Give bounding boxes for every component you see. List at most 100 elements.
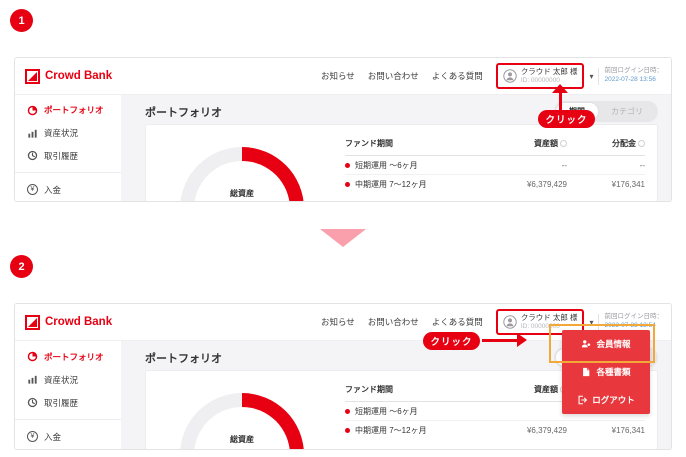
assets-chart-icon [28,129,37,138]
sidebar-divider [15,172,121,174]
asset-value: ¥6,379,429 [526,426,567,435]
step-divider-arrow-icon [320,229,366,247]
deposit-yen-icon: ¥ [27,184,38,196]
app-header: Crowd Bank お知らせ お問い合わせ よくある質問 クラウド 太郎 様 … [15,58,671,95]
header-nav: お知らせ お問い合わせ よくある質問 [321,70,483,82]
sidebar-item-label: 入金 [44,184,62,195]
fund-table: ファンド期間 資産額 分配金 短期運用 ～6ヶ月 -- -- 中期運用 7～12… [345,138,645,194]
sidebar-item-assets[interactable]: 資産状況 [15,368,121,391]
logout-icon [578,395,588,405]
sidebar-divider [15,419,121,420]
user-dropdown-menu: 会員情報 各種書類 ログアウト [562,330,650,414]
info-icon[interactable] [560,140,567,147]
fund-period: 中期運用 7～12ヶ月 [355,180,427,189]
sidebar-item-history[interactable]: 取引履歴 [15,145,121,168]
sidebar-item-label: 取引履歴 [44,150,79,161]
last-login-label: 前回ログイン日時： [604,313,664,321]
header-nav: お知らせ お問い合わせ よくある質問 [321,316,483,328]
table-row: 中期運用 7～12ヶ月 ¥6,379,429 ¥176,341 [345,421,645,440]
nav-faq[interactable]: よくある質問 [431,71,483,81]
col-fund-period: ファンド期間 [345,385,393,394]
sidebar-item-label: 資産状況 [44,374,79,385]
click-arrow-up-icon [552,84,568,93]
bullet-icon [345,162,350,168]
sidebar-item-label: ポートフォリオ [44,351,104,362]
sidebar-item-deposit[interactable]: ¥ 入金 [15,425,121,448]
sidebar-item-label: 入金 [44,431,62,442]
user-id: ID: 00000000 [520,322,560,330]
nav-notices[interactable]: お知らせ [320,317,355,327]
crowd-bank-logo-icon [25,68,40,84]
donut-center-label: 総資産 [230,435,254,444]
sidebar-item-portfolio[interactable]: ポートフォリオ [15,345,121,368]
crowd-bank-logo-icon [25,314,40,330]
history-clock-icon [27,151,38,161]
user-id: ID: 00000000 [520,76,560,84]
step-2-badge: 2 [10,255,33,278]
table-row: 短期運用 ～6ヶ月 -- -- [345,156,645,175]
sidebar-item-assets[interactable]: 資産状況 [15,122,121,145]
dividend-value: ¥176,341 [611,426,645,435]
bullet-icon [345,408,350,414]
deposit-yen-icon: ¥ [27,431,38,442]
page-title: ポートフォリオ [145,353,222,365]
user-name: クラウド 太郎 様 [520,313,578,323]
menu-item-member-info[interactable]: 会員情報 [562,330,650,358]
click-arrow-right-shaft [482,339,518,342]
sidebar-item-deposit[interactable]: ¥ 入金 [15,178,121,201]
asset-value: -- [475,407,567,416]
nav-notices[interactable]: お知らせ [320,71,355,81]
sidebar-item-portfolio[interactable]: ポートフォリオ [15,99,121,122]
sidebar-item-history[interactable]: 取引履歴 [15,391,121,414]
portfolio-pie-icon [27,105,38,116]
nav-contact[interactable]: お問い合わせ [367,71,419,81]
member-info-highlight [549,324,655,363]
col-fund-period: ファンド期間 [345,139,393,148]
chevron-down-icon[interactable]: ▾ [589,317,594,327]
documents-icon [583,367,590,377]
tab-category[interactable]: カテゴリ [611,107,643,116]
nav-contact[interactable]: お問い合わせ [367,317,419,327]
menu-item-logout[interactable]: ログアウト [562,386,650,414]
crowd-bank-logo[interactable]: Crowd Bank [25,68,113,84]
dividend-value: -- [639,160,645,170]
brand-name: Crowd Bank [45,70,113,82]
table-row: 中期運用 7～12ヶ月 ¥6,379,429 ¥176,341 [345,175,645,194]
header-divider [597,67,599,85]
last-login-info: 前回ログイン日時： 2022-07-28 13:56 [605,67,664,85]
last-login-time: 2022-07-28 13:56 [604,76,656,83]
header-divider [597,313,599,331]
bullet-icon [345,428,350,433]
dividend-value: ¥176,341 [611,180,645,189]
sidebar-item-label: 資産状況 [44,128,79,139]
step-1-badge: 1 [10,9,33,32]
history-clock-icon [27,397,38,408]
chevron-down-icon[interactable]: ▾ [589,71,594,81]
page-title: ポートフォリオ [145,107,222,119]
assets-chart-icon [28,375,37,384]
sidebar-item-label: 取引履歴 [44,397,79,408]
info-icon[interactable] [638,140,645,147]
nav-faq[interactable]: よくある質問 [431,317,483,327]
click-callout: クリック [423,332,480,350]
sidebar-item-label: ポートフォリオ [44,105,104,116]
menu-item-documents[interactable]: 各種書類 [562,358,650,386]
asset-value: -- [561,160,567,170]
user-menu-button[interactable]: クラウド 太郎 様 ID: 00000000 [495,63,585,89]
col-asset: 資産額 [534,139,558,148]
user-name: クラウド 太郎 様 [520,67,578,77]
member-info-icon [582,340,591,348]
col-asset: 資産額 [534,385,558,394]
user-avatar-icon [503,69,517,83]
click-arrow-right-icon [517,333,527,347]
fund-period: 中期運用 7～12ヶ月 [355,426,427,435]
sidebar: ポートフォリオ 資産状況 取引履歴 ¥ 入金 [15,95,121,201]
app-screenshot-step-1: Crowd Bank お知らせ お問い合わせ よくある質問 クラウド 太郎 様 … [14,57,672,202]
click-arrow-up-shaft [559,92,562,111]
menu-item-label: 会員情報 [596,339,631,349]
crowd-bank-logo[interactable]: Crowd Bank [25,314,112,330]
click-callout: クリック [538,110,595,128]
table-header-row: ファンド期間 資産額 分配金 [345,138,645,156]
menu-item-label: 各種書類 [596,367,631,377]
